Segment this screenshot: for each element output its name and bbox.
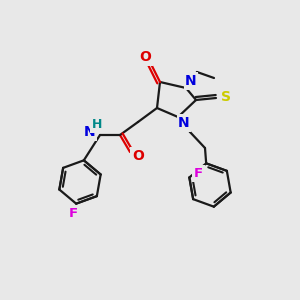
Text: N: N — [178, 116, 190, 130]
Text: F: F — [194, 167, 203, 180]
Text: H: H — [92, 118, 102, 131]
Text: N: N — [84, 125, 96, 139]
Text: O: O — [139, 50, 151, 64]
Text: S: S — [221, 90, 231, 104]
Text: O: O — [132, 149, 144, 163]
Text: F: F — [69, 207, 78, 220]
Text: N: N — [185, 74, 197, 88]
